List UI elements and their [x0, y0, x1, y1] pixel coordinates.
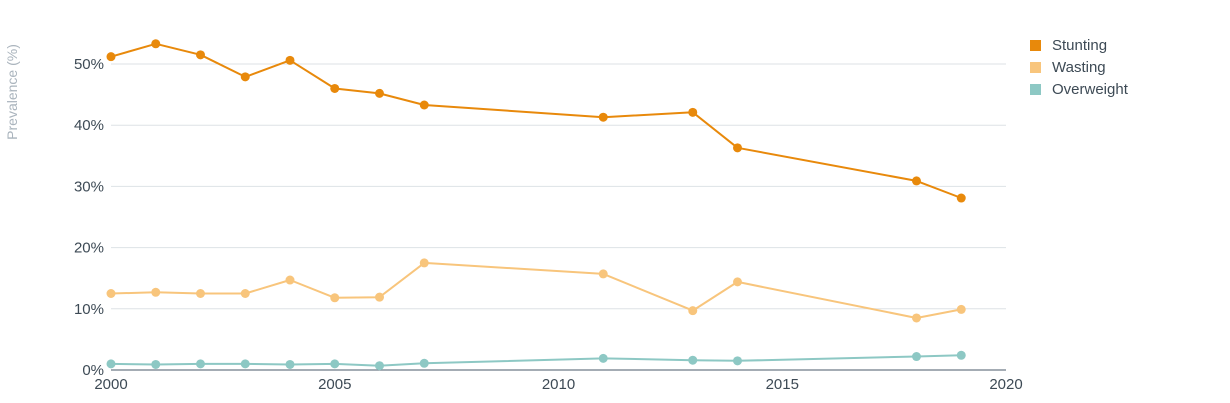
y-tick-label: 10%	[74, 301, 104, 318]
point-wasting	[598, 269, 608, 279]
point-wasting	[375, 292, 384, 302]
point-stunting	[598, 112, 608, 122]
legend-label-stunting: Stunting	[1052, 36, 1108, 54]
series-lines	[106, 39, 966, 371]
point-stunting	[688, 107, 698, 117]
line-overweight	[110, 354, 962, 367]
legend-swatch-wasting	[1030, 61, 1041, 73]
legend-swatch-stunting	[1030, 39, 1041, 51]
legend-item-wasting[interactable]: Wasting	[1030, 56, 1128, 78]
point-stunting	[106, 52, 116, 62]
point-overweight	[151, 359, 161, 369]
point-stunting	[151, 39, 161, 49]
series-overweight	[106, 350, 966, 371]
point-overweight	[733, 356, 742, 366]
legend-label-overweight: Overweight	[1052, 80, 1128, 98]
point-overweight	[106, 359, 116, 369]
point-stunting	[956, 193, 966, 203]
legend-label-wasting: Wasting	[1052, 58, 1106, 76]
series-stunting	[106, 39, 966, 203]
point-stunting	[196, 50, 205, 60]
grid-lines	[111, 63, 1006, 371]
y-tick-labels: 0% 10% 20% 30% 40% 50%	[74, 56, 104, 379]
y-tick-label: 30%	[74, 178, 104, 195]
point-overweight	[330, 359, 340, 369]
y-tick-label: 50%	[74, 56, 104, 73]
point-wasting	[240, 289, 250, 298]
point-wasting	[106, 289, 116, 298]
point-wasting	[285, 275, 295, 285]
point-wasting	[912, 313, 921, 323]
point-overweight	[285, 359, 295, 369]
point-stunting	[733, 143, 742, 153]
point-wasting	[419, 258, 429, 268]
point-stunting	[240, 72, 250, 82]
y-tick-label: 40%	[74, 117, 104, 134]
x-tick-label: 2020	[989, 376, 1022, 393]
point-overweight	[419, 358, 429, 368]
x-tick-label: 2015	[766, 376, 799, 393]
legend-item-stunting[interactable]: Stunting	[1030, 34, 1128, 56]
series-wasting	[106, 258, 966, 323]
point-wasting	[688, 306, 698, 316]
point-stunting	[285, 55, 295, 65]
x-tick-labels: 2000 2005 2010 2015 2020	[94, 376, 1022, 393]
point-overweight	[912, 352, 921, 362]
point-stunting	[375, 88, 384, 98]
y-tick-label: 0%	[82, 362, 104, 379]
point-overweight	[196, 359, 205, 369]
point-wasting	[151, 287, 161, 297]
point-wasting	[330, 293, 340, 303]
point-overweight	[375, 361, 384, 371]
point-wasting	[733, 277, 742, 287]
legend-swatch-overweight	[1030, 83, 1041, 95]
legend-item-overweight[interactable]: Overweight	[1030, 78, 1128, 100]
x-tick-label: 2010	[542, 376, 575, 393]
y-axis-label: Prevalence (%)	[4, 44, 20, 140]
x-tick-label: 2005	[318, 376, 351, 393]
point-overweight	[240, 359, 250, 369]
point-overweight	[688, 355, 698, 365]
point-overweight	[598, 353, 608, 363]
x-tick-label: 2000	[94, 376, 127, 393]
y-tick-label: 20%	[74, 240, 104, 257]
point-wasting	[196, 289, 205, 298]
line-stunting	[110, 42, 962, 199]
line-wasting	[110, 261, 962, 319]
point-stunting	[330, 83, 340, 93]
point-stunting	[912, 176, 921, 186]
point-wasting	[956, 304, 966, 314]
point-stunting	[419, 100, 429, 110]
legend: Stunting Wasting Overweight	[1030, 34, 1128, 100]
point-overweight	[956, 350, 966, 360]
